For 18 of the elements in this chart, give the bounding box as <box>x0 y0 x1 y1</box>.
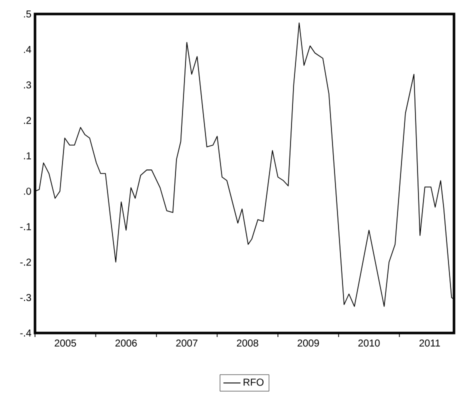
x-tick-label: 2005 <box>54 340 76 347</box>
y-tick-label: -.2 <box>20 258 31 266</box>
y-tick-label: .3 <box>24 81 32 88</box>
x-tick-label: 2011 <box>419 340 440 347</box>
y-tick-label: .4 <box>24 46 32 53</box>
x-tick-label: 2009 <box>298 340 319 347</box>
y-tick-label: .0 <box>24 188 32 195</box>
y-tick-label: -.1 <box>20 223 31 230</box>
y-tick-label: -.4 <box>20 330 32 336</box>
y-tick-label: .5 <box>24 10 32 18</box>
y-tick-label: .1 <box>24 152 31 160</box>
x-tick-label: 2008 <box>236 340 258 347</box>
x-tick-label: 2010 <box>358 340 380 347</box>
y-tick-label: -.3 <box>20 294 32 302</box>
legend-label: RFO <box>244 378 264 386</box>
x-tick-label: 2006 <box>115 340 137 347</box>
x-tick-label: 2007 <box>176 340 198 347</box>
y-tick-label: .2 <box>24 116 31 124</box>
